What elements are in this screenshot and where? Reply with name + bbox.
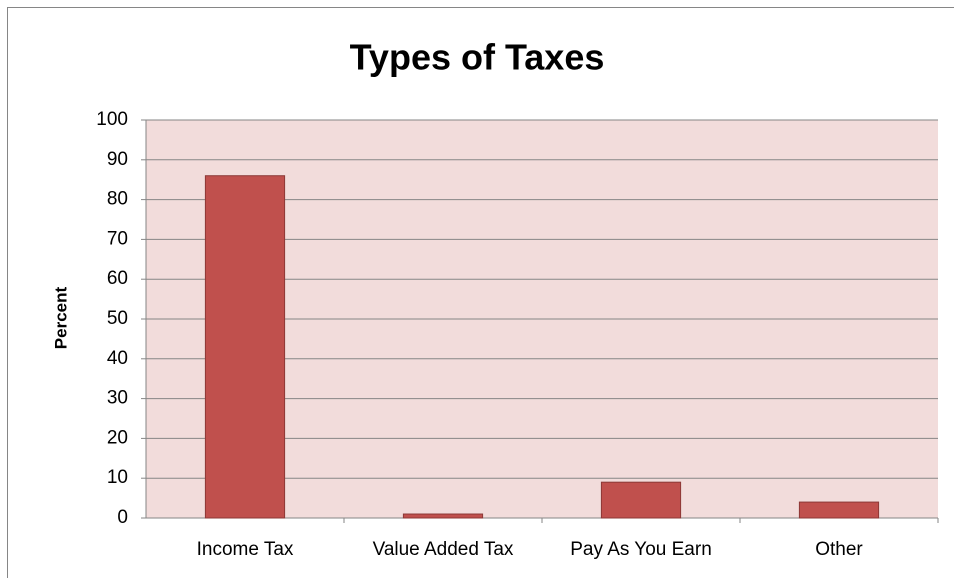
- y-tick-label: 80: [107, 189, 128, 210]
- x-tick-label: Value Added Tax: [373, 539, 514, 560]
- y-tick-label: 10: [107, 467, 128, 488]
- y-tick-label: 100: [96, 109, 128, 130]
- bar: [600, 481, 682, 519]
- y-tick-label: 20: [107, 427, 128, 448]
- bar: [204, 175, 286, 519]
- y-tick-label: 60: [107, 268, 128, 289]
- bar: [402, 513, 484, 519]
- bar: [798, 501, 880, 519]
- y-tick-label: 70: [107, 228, 128, 249]
- y-tick-label: 0: [117, 507, 128, 528]
- y-axis-label: Percent: [51, 286, 70, 349]
- x-tick-label: Other: [815, 539, 863, 560]
- y-tick-label: 90: [107, 149, 128, 170]
- y-tick-label: 40: [107, 348, 128, 369]
- y-tick-label: 30: [107, 388, 128, 409]
- chart-title: Types of Taxes: [350, 37, 605, 78]
- x-tick-label: Pay As You Earn: [570, 539, 712, 560]
- y-tick-label: 50: [107, 308, 128, 329]
- x-tick-label: Income Tax: [197, 539, 294, 560]
